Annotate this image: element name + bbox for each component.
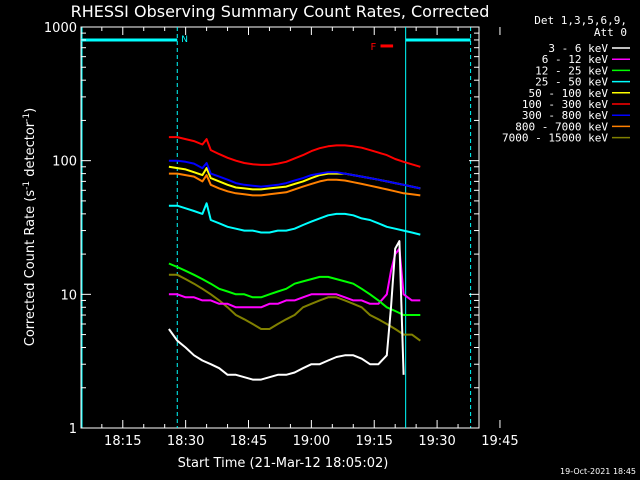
x-axis-ticks: 18:15 18:30 18:45 19:00 19:15 19:30 19:45 [101,27,519,449]
legend-entry-label: 6 - 12 keV [542,53,609,66]
series-line [168,262,421,316]
x-tick-label: 18:15 [104,434,141,449]
x-axis-label: Start Time (21-Mar-12 18:05:02) [178,456,389,471]
series-line [168,273,421,342]
series-line [168,202,421,236]
legend-header-line2: Att 0 [594,26,627,39]
legend-entry-label: 800 - 7000 keV [515,120,608,133]
y-tick-label: 100 [52,155,77,170]
x-tick-label: 19:00 [293,434,330,449]
series-line [168,159,421,190]
x-tick-label: 19:45 [481,434,518,449]
legend-entry-label: 50 - 100 keV [529,87,609,100]
legend-entry-label: 3 - 6 keV [548,42,608,55]
y-axis-label: Corrected Count Rate (s-1 detector-1) [22,108,38,346]
flare-flag-label: F [371,42,377,53]
y-tick-label: 1000 [44,21,77,36]
y-tick-label: 10 [60,288,77,303]
night-flag-label: N [181,35,188,45]
series-line [168,136,421,168]
chart-title: RHESSI Observing Summary Count Rates, Co… [71,2,490,21]
y-axis-ticks: 1 10 100 1000 [44,21,479,437]
legend-entry-label: 100 - 300 keV [522,98,608,111]
legend-entry-label: 25 - 50 keV [535,76,608,89]
series-layer [168,136,421,381]
series-line [168,247,421,309]
legend-entry-label: 7000 - 15000 keV [502,132,608,145]
series-line [168,172,421,197]
series-line [168,240,405,381]
x-tick-label: 19:15 [355,434,392,449]
legend-entry-label: 12 - 25 keV [535,64,608,77]
legend-entry-label: 300 - 800 keV [522,109,608,122]
y-tick-label: 1 [69,422,77,437]
x-tick-label: 19:30 [418,434,455,449]
x-tick-label: 18:45 [230,434,267,449]
marker-layer: FN [81,27,472,428]
footer-date-stamp: 19-Oct-2021 18:45 [560,467,636,476]
series-line [168,165,421,191]
legend-header-line1: Det 1,3,5,6,9, [534,14,627,27]
plot-frame [80,26,480,429]
x-tick-label: 18:30 [167,434,204,449]
